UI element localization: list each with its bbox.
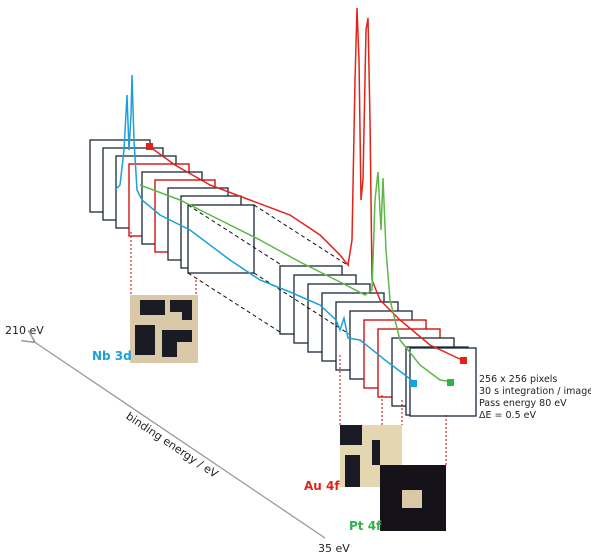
axis-title: binding energy / eV bbox=[124, 410, 221, 481]
pt-curve bbox=[139, 171, 453, 383]
energy-axis bbox=[33, 341, 326, 539]
perspective-lines bbox=[187, 204, 350, 335]
nb-curve bbox=[114, 74, 416, 384]
au-label: Au 4f bbox=[304, 479, 340, 493]
au-marker bbox=[460, 357, 467, 364]
pt-label: Pt 4f bbox=[349, 519, 382, 533]
axis-start-label: 210 eV bbox=[5, 324, 44, 337]
pt-marker bbox=[447, 379, 454, 386]
au-curve bbox=[149, 7, 463, 361]
nb-label: Nb 3d bbox=[92, 349, 132, 363]
info-line: ΔE = 0.5 eV bbox=[479, 410, 536, 421]
image-frame bbox=[187, 204, 255, 274]
drop-lines bbox=[130, 232, 447, 465]
info-line: 256 x 256 pixels bbox=[479, 374, 557, 385]
axis-end-label: 35 eV bbox=[318, 542, 350, 555]
nb-marker bbox=[410, 380, 417, 387]
au-marker bbox=[146, 143, 153, 150]
info-line: 30 s integration / image bbox=[479, 386, 591, 397]
image-stack bbox=[89, 139, 477, 417]
info-line: Pass energy 80 eV bbox=[479, 398, 567, 409]
